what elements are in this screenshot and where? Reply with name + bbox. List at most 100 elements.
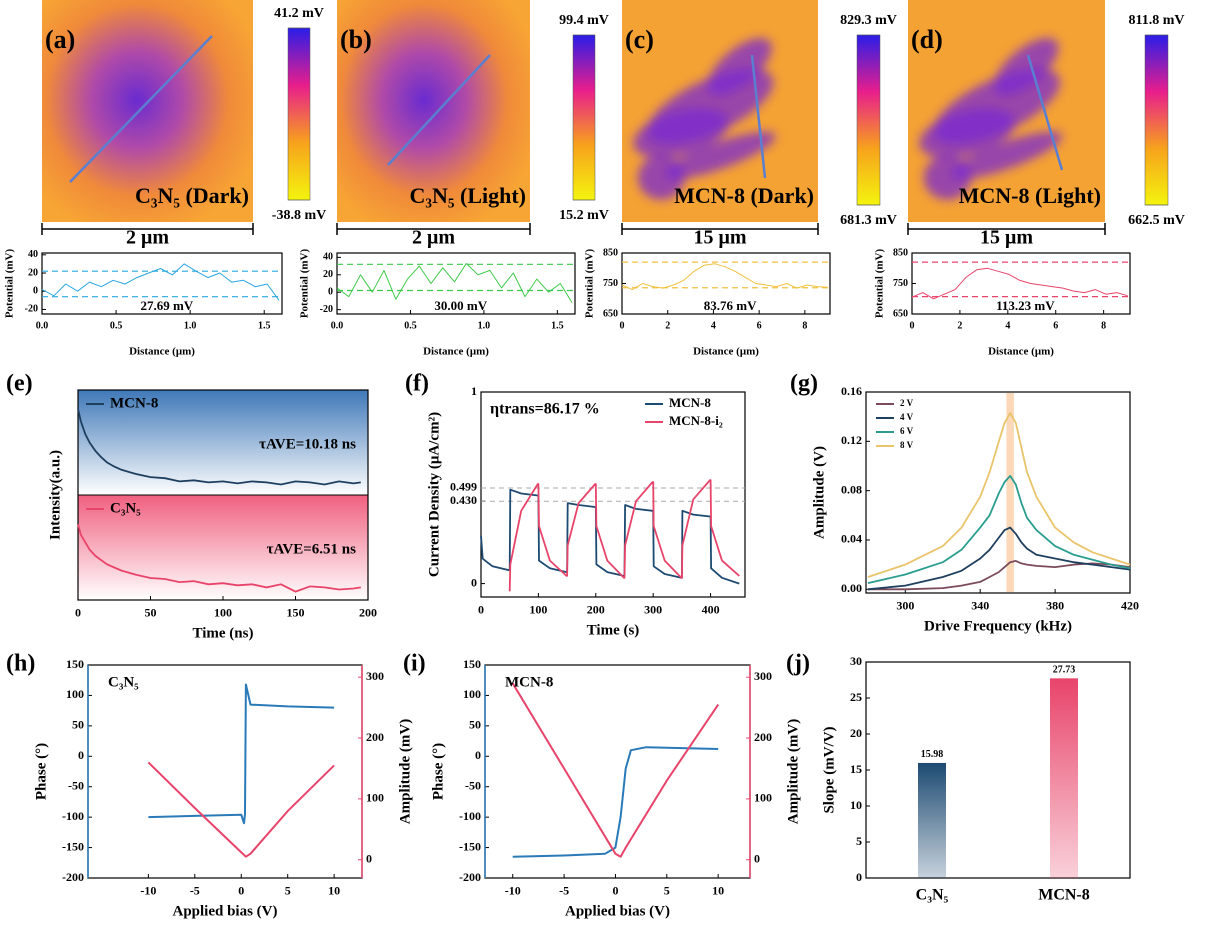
x-tick-label: 200 <box>587 602 605 616</box>
series-label: MCN-8 <box>505 674 553 690</box>
y-axis-label: Intensity(a.u.) <box>47 450 63 540</box>
annotation: 83.76 mV <box>704 298 757 313</box>
data-line <box>867 526 1131 591</box>
panel-label: (c) <box>625 25 654 54</box>
panel-label: (d) <box>911 25 943 54</box>
scale-bar <box>907 223 1106 235</box>
x-tick-label: 2 <box>957 320 962 331</box>
afm-feature <box>919 108 1016 159</box>
y2-tick-label: 300 <box>366 669 384 683</box>
data-line <box>77 408 361 486</box>
highlight-band <box>1006 393 1014 592</box>
y-tick-label: 850 <box>893 247 908 258</box>
x-tick-label: 5 <box>664 883 670 897</box>
colorbar-label: 662.5 mV <box>1128 213 1185 228</box>
afm-feature <box>633 108 729 159</box>
y-tick-label: 0.04 <box>841 532 862 546</box>
x-tick-label: 420 <box>1121 598 1139 612</box>
x-tick-label: MCN-8 <box>1038 887 1090 904</box>
x-tick-label: 380 <box>1046 598 1064 612</box>
y-tick-label: 750 <box>893 278 908 289</box>
data-line <box>511 682 720 858</box>
x-tick-label: 6 <box>1053 320 1058 331</box>
x-tick-label: 100 <box>214 605 232 619</box>
y-tick-label: 5 <box>856 834 862 848</box>
annotation: τAVE=10.18 ns <box>259 436 356 452</box>
y-tick-label: 15 <box>850 762 862 776</box>
scan-line <box>750 54 767 179</box>
legend-label: 8 V <box>900 440 914 450</box>
y2-axis-label: Amplitude (mV) <box>397 719 413 824</box>
bar <box>918 762 946 878</box>
data-line <box>911 267 1128 300</box>
y-tick-label: 100 <box>66 687 84 701</box>
x-axis-label: Drive Frequency (kHz) <box>924 618 1072 634</box>
y-tick-label: 20 <box>850 726 862 740</box>
y2-tick-label: 0 <box>754 851 760 865</box>
legend-label: 6 V <box>900 426 914 436</box>
x-tick-label: 1.0 <box>184 320 197 331</box>
x-tick-label: 4 <box>1005 320 1010 331</box>
panel-label: (b) <box>340 25 372 54</box>
y-tick-label: -200 <box>62 870 84 884</box>
y-tick-label: 40 <box>28 249 38 260</box>
y2-tick-label: 0 <box>366 851 372 865</box>
colorbar-label: 829.3 mV <box>840 13 897 28</box>
colorbar-label: 99.4 mV <box>559 13 609 28</box>
x-tick-label: 300 <box>896 598 914 612</box>
afm-feature <box>993 37 1059 96</box>
panel-label: (f) <box>405 371 429 397</box>
x-axis-label: Distance (μm) <box>988 346 1054 358</box>
y-tick-label: -100 <box>459 809 481 823</box>
x-tick-label: 0.0 <box>331 320 344 331</box>
colorbar <box>287 27 311 201</box>
y-tick-label: 0 <box>471 575 477 589</box>
y-tick-label: 100 <box>463 687 481 701</box>
legend-label: MCN-8-i₂ <box>669 413 723 428</box>
y-tick-label: 40 <box>323 252 333 263</box>
plot-frame <box>484 664 751 879</box>
x-tick-label: 0 <box>620 320 625 331</box>
x-tick-label: 50 <box>145 605 157 619</box>
colorbar-label: 41.2 mV <box>274 6 324 21</box>
x-tick-label: -5 <box>190 883 200 897</box>
y-tick-label: 10 <box>850 798 862 812</box>
series-label: C₃N₅ <box>108 674 139 690</box>
x-axis-label: Time (s) <box>587 622 640 638</box>
y-tick-label: -50 <box>68 778 84 792</box>
plot-frame <box>336 252 576 315</box>
y-tick-label: 20 <box>323 269 333 280</box>
scan-line <box>1026 54 1064 171</box>
afm-feature <box>950 131 1063 180</box>
data-line <box>867 560 1131 591</box>
y2-tick-label: 100 <box>366 791 384 805</box>
y-tick-label: 50 <box>469 718 481 732</box>
x-tick-label: -10 <box>505 883 521 897</box>
image-label: MCN-8 (Light) <box>959 183 1101 208</box>
y-tick-label: 30 <box>850 654 862 668</box>
y-tick-label: 0.430 <box>450 493 477 507</box>
y-tick-label: 650 <box>893 308 908 319</box>
y-tick-label: 1 <box>471 384 477 398</box>
annotation: ηtrans=86.17 % <box>490 401 600 418</box>
x-tick-label: 340 <box>971 598 989 612</box>
x-tick-label: 1.5 <box>258 320 271 331</box>
legend-label: MCN-8 <box>669 395 711 410</box>
y-tick-label: 0 <box>856 870 862 884</box>
data-line <box>77 524 361 593</box>
x-axis-label: Time (ns) <box>193 625 254 641</box>
x-tick-label: 5 <box>285 883 291 897</box>
y-axis-label: Potential (mV) <box>4 248 16 318</box>
legend-label: MCN-8 <box>110 395 158 411</box>
scan-line <box>387 54 491 166</box>
x-tick-label: 400 <box>702 602 720 616</box>
scale-bar <box>336 223 531 235</box>
colorbar-label: 681.3 mV <box>840 213 897 228</box>
image-label: C₃N₅ (Dark) <box>135 183 249 208</box>
annotation: 113.23 mV <box>996 298 1055 313</box>
y-tick-label: 0.08 <box>841 482 862 496</box>
data-line <box>621 263 828 291</box>
colorbar-label: -38.8 mV <box>272 208 326 223</box>
